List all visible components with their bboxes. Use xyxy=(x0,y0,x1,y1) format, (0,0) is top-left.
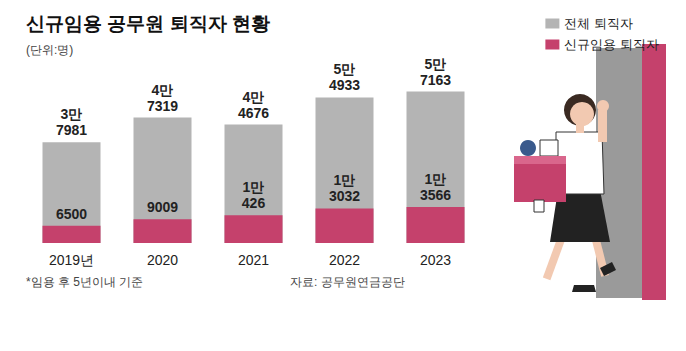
svg-text:4만: 4만 xyxy=(243,89,265,105)
svg-text:2021: 2021 xyxy=(238,252,269,268)
svg-text:7981: 7981 xyxy=(56,122,87,138)
svg-text:4676: 4676 xyxy=(238,105,269,121)
svg-text:신규임용 퇴직자: 신규임용 퇴직자 xyxy=(564,37,659,52)
svg-text:4933: 4933 xyxy=(329,77,360,93)
svg-text:1만: 1만 xyxy=(425,171,447,187)
svg-text:3만: 3만 xyxy=(61,106,83,122)
svg-text:6500: 6500 xyxy=(56,206,87,222)
svg-text:전체 퇴직자: 전체 퇴직자 xyxy=(564,16,633,31)
svg-text:5만: 5만 xyxy=(425,56,447,72)
svg-text:3032: 3032 xyxy=(329,188,360,204)
svg-text:7319: 7319 xyxy=(147,98,178,114)
svg-text:2023: 2023 xyxy=(420,252,451,268)
svg-text:5만: 5만 xyxy=(334,61,356,77)
svg-text:4만: 4만 xyxy=(152,82,174,98)
svg-text:*임용 후 5년이내 기준: *임용 후 5년이내 기준 xyxy=(26,275,143,289)
svg-text:3566: 3566 xyxy=(420,187,451,203)
svg-text:1만: 1만 xyxy=(243,179,265,195)
svg-text:2020: 2020 xyxy=(147,252,178,268)
svg-text:7163: 7163 xyxy=(420,72,451,88)
svg-text:(단위:명): (단위:명) xyxy=(26,43,73,57)
svg-text:2019년: 2019년 xyxy=(49,252,94,268)
svg-text:자료: 공무원연금공단: 자료: 공무원연금공단 xyxy=(290,275,405,289)
svg-text:426: 426 xyxy=(242,195,266,211)
svg-text:9009: 9009 xyxy=(147,199,178,215)
svg-text:2022: 2022 xyxy=(329,252,360,268)
svg-text:신규임용 공무원 퇴직자 현황: 신규임용 공무원 퇴직자 현황 xyxy=(26,13,270,34)
svg-text:1만: 1만 xyxy=(334,172,356,188)
